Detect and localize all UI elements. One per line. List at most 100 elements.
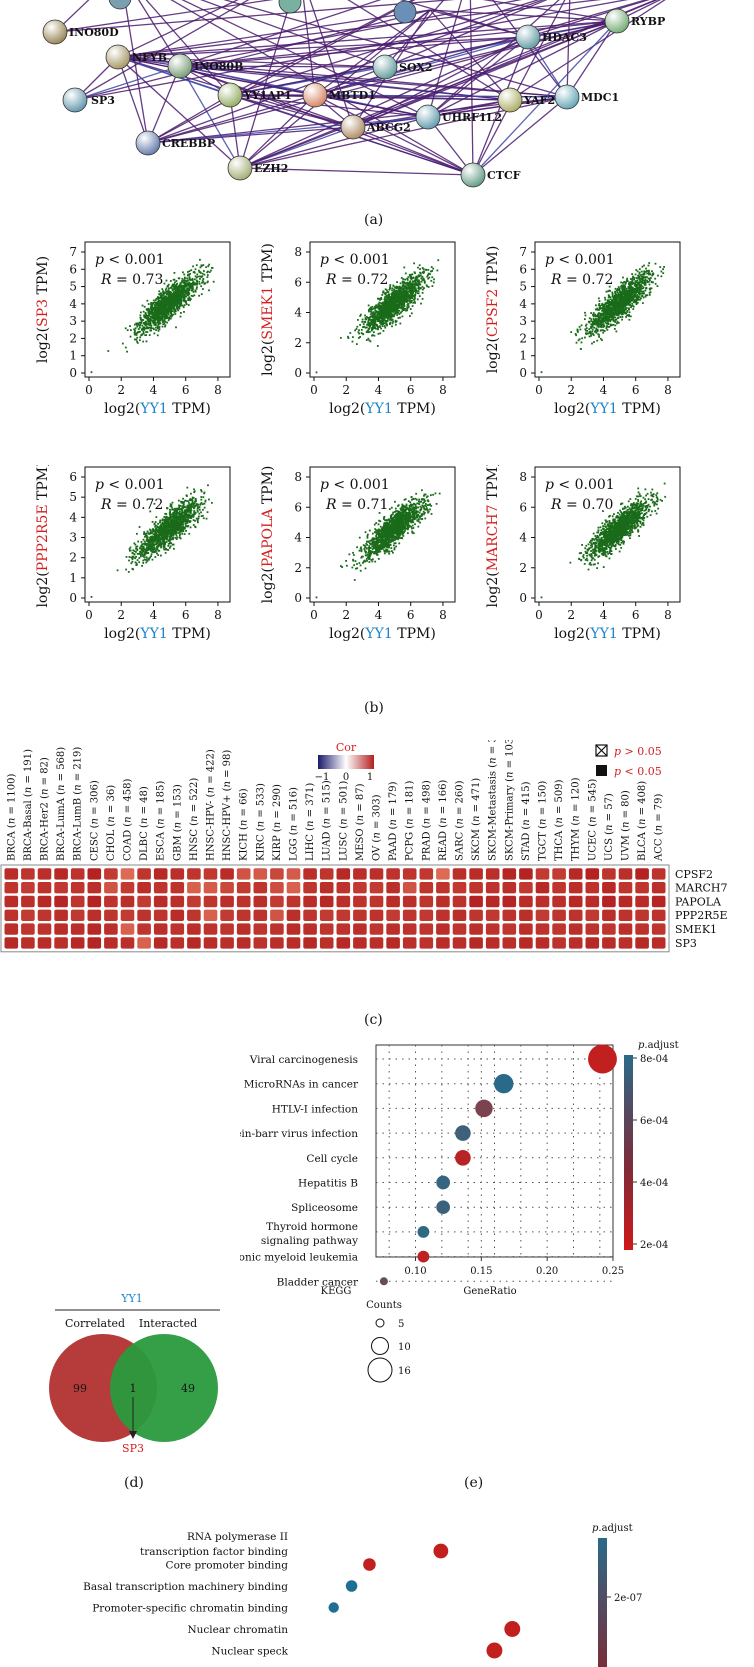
heatmap-cell bbox=[187, 909, 201, 921]
x-axis-label: log2(YY1 TPM) bbox=[329, 626, 436, 642]
r-value-label: R = 0.72 bbox=[550, 272, 613, 288]
heatmap-cell bbox=[353, 923, 367, 935]
heatmap-cell bbox=[4, 923, 19, 935]
network-node-label: CTCF bbox=[487, 169, 521, 182]
kegg-category-label: signaling pathway bbox=[261, 1235, 358, 1247]
x-tick-label: 8 bbox=[214, 383, 222, 397]
heatmap-cell bbox=[436, 923, 450, 935]
heatmap-cell bbox=[21, 895, 35, 908]
heatmap-column-label: BRCA-Her2 (n = 82) bbox=[40, 757, 51, 861]
network-edge bbox=[117, 56, 241, 169]
scatter-points bbox=[569, 482, 667, 571]
network-edge bbox=[74, 0, 250, 101]
y-tick-label: 6 bbox=[294, 500, 302, 514]
y-tick-label: 6 bbox=[294, 275, 302, 289]
network-edge bbox=[399, 0, 529, 38]
p-value-label: p < 0.001 bbox=[545, 252, 615, 268]
heatmap-cell bbox=[651, 923, 666, 935]
y-tick-label: 2 bbox=[69, 551, 77, 565]
p-value-label: p < 0.001 bbox=[95, 477, 165, 493]
heatmap-cell bbox=[153, 937, 168, 949]
heatmap-cell bbox=[120, 909, 135, 921]
heatmap-column-label: READ (n = 166) bbox=[438, 780, 449, 861]
heatmap-cell bbox=[436, 937, 450, 949]
p-adjust-color-bar bbox=[624, 1055, 633, 1250]
counts-legend-circle bbox=[375, 1318, 385, 1328]
network-edge bbox=[427, 96, 568, 118]
r-value-label: R = 0.73 bbox=[100, 272, 163, 288]
heatmap-cell bbox=[286, 868, 301, 880]
heatmap-cell bbox=[502, 895, 517, 908]
heatmap-cell bbox=[469, 882, 483, 894]
kegg-category-label: MicroRNAs in cancer bbox=[244, 1079, 359, 1091]
kegg-plot-frame bbox=[375, 1044, 614, 1258]
network-edge bbox=[117, 56, 149, 144]
go-dot bbox=[504, 1621, 521, 1637]
kegg-dot bbox=[417, 1226, 430, 1238]
heatmap-cell bbox=[485, 909, 500, 921]
x-axis-label: log2(YY1 TPM) bbox=[554, 401, 661, 417]
kegg-category-label: Spliceosome bbox=[291, 1202, 358, 1214]
x-tick-label: 2 bbox=[117, 383, 125, 397]
network-edge bbox=[314, 94, 568, 98]
heatmap-cell bbox=[336, 868, 351, 880]
network-edge bbox=[302, 0, 316, 96]
y-tick-label: 2 bbox=[294, 561, 302, 575]
heatmap-cell bbox=[137, 909, 151, 921]
legend-tick: 4e-04 bbox=[640, 1178, 668, 1189]
heatmap-cell bbox=[286, 909, 301, 921]
network-edge bbox=[314, 9, 431, 96]
heatmap-cell bbox=[303, 882, 317, 894]
heatmap-cell bbox=[21, 937, 35, 949]
heatmap-cell bbox=[253, 923, 268, 935]
venn-overlap-count: 1 bbox=[130, 1382, 137, 1395]
heatmap-cell bbox=[187, 882, 201, 894]
network-edge bbox=[314, 20, 618, 96]
network-edge bbox=[482, 0, 618, 22]
go-legend-tick: 2e-07 bbox=[614, 1593, 642, 1604]
heatmap-cell bbox=[70, 909, 85, 921]
significance-filled-icon bbox=[596, 765, 607, 776]
network-node-label: YY1AP1 bbox=[243, 89, 292, 102]
go-dot bbox=[433, 1543, 449, 1559]
y-tick-label: 4 bbox=[519, 531, 527, 545]
network-node bbox=[515, 24, 541, 50]
heatmap-cell bbox=[469, 909, 483, 921]
network-edge bbox=[179, 36, 529, 67]
heatmap-cell bbox=[4, 909, 19, 921]
x-tick-label: 4 bbox=[600, 608, 608, 622]
x-tick-label: 0 bbox=[85, 383, 93, 397]
network-node bbox=[340, 114, 366, 140]
heatmap-cell bbox=[436, 895, 450, 908]
heatmap-cell bbox=[386, 909, 400, 921]
kegg-dot bbox=[379, 1277, 388, 1286]
go-legend-title: p.adjust bbox=[592, 1523, 633, 1534]
venn-title: YY1 bbox=[120, 1292, 143, 1305]
go-category-label: Basal transcription machinery binding bbox=[83, 1581, 288, 1593]
heatmap-cell bbox=[87, 909, 102, 921]
heatmap-cell bbox=[552, 868, 566, 880]
heatmap-cell bbox=[104, 923, 118, 935]
heatmap-cell bbox=[153, 923, 168, 935]
heatmap-cell bbox=[153, 868, 168, 880]
heatmap-cell bbox=[170, 895, 185, 908]
x-tick-label: 6 bbox=[407, 608, 415, 622]
y-tick-label: 6 bbox=[69, 262, 77, 276]
heatmap-cell bbox=[585, 923, 600, 935]
heatmap-cell bbox=[369, 909, 384, 921]
heatmap-cell bbox=[54, 882, 68, 894]
heatmap-cell bbox=[635, 868, 649, 880]
network-edge bbox=[145, 0, 231, 96]
network-edge bbox=[429, 9, 529, 38]
y-tick-label: 0 bbox=[519, 366, 527, 380]
plot-frame bbox=[309, 241, 456, 378]
heatmap-cell bbox=[552, 882, 566, 894]
network-node bbox=[460, 162, 486, 188]
heatmap-cell bbox=[87, 882, 102, 894]
scatter-point-outlier bbox=[540, 596, 543, 599]
network-edge bbox=[427, 99, 511, 118]
legend-title: Cor bbox=[336, 741, 357, 754]
heatmap-cell bbox=[585, 909, 600, 921]
scatter-points bbox=[339, 489, 441, 581]
